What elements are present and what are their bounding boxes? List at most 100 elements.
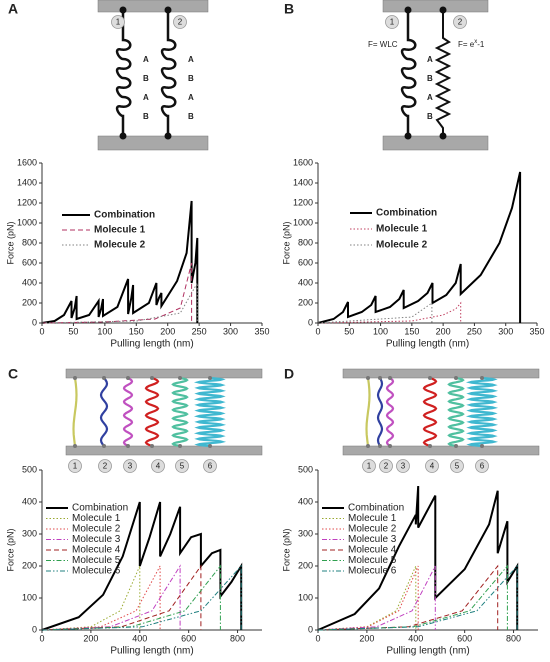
x-tick-label: 100 <box>97 326 112 336</box>
legend-label: Molecule 4 <box>72 545 121 556</box>
domain-label: B <box>427 74 433 83</box>
y-axis-title: Force (pN) <box>281 528 291 571</box>
anchor <box>404 6 412 14</box>
y-tick-label: 500 <box>22 464 37 474</box>
x-tick-label: 200 <box>83 633 98 643</box>
plate <box>97 0 209 13</box>
series-line <box>41 200 199 324</box>
marker-circle <box>379 459 393 473</box>
x-tick-label: 350 <box>254 326 269 336</box>
panel-label: B <box>284 1 294 17</box>
strand <box>193 376 227 448</box>
legend-label: Molecule 1 <box>72 513 121 524</box>
domain-label: A <box>143 93 149 102</box>
domain-label: B <box>427 112 433 121</box>
y-tick-label: 800 <box>22 237 37 247</box>
y-tick-label: 0 <box>308 624 313 634</box>
legend-label: Combination <box>376 208 437 219</box>
plate <box>342 445 540 456</box>
strand <box>447 376 465 448</box>
domain-label: A <box>188 93 194 102</box>
anchor <box>119 6 127 14</box>
x-tick-label: 150 <box>129 326 144 336</box>
legend-label: Molecule 2 <box>94 240 146 251</box>
strand <box>160 10 177 136</box>
anchor <box>378 444 382 448</box>
anchor <box>208 376 212 380</box>
y-tick-label: 600 <box>22 257 37 267</box>
y-tick-label: 0 <box>308 317 313 327</box>
legend-label: Molecule 1 <box>94 225 146 236</box>
legend-label: Combination <box>72 503 128 514</box>
marker-label: 6 <box>208 462 213 471</box>
y-tick-label: 1600 <box>17 157 37 167</box>
strand <box>99 377 109 447</box>
anchor <box>480 444 484 448</box>
y-tick-label: 400 <box>298 496 313 506</box>
series-line <box>41 564 202 631</box>
marker-label: 5 <box>455 462 460 471</box>
x-tick-label: 0 <box>315 633 320 643</box>
x-axis-title: Pulling length (nm) <box>386 339 469 350</box>
model-label-part: -1 <box>477 40 485 49</box>
series-line <box>41 564 242 631</box>
x-tick-label: 50 <box>68 326 78 336</box>
x-axis-title: Pulling length (nm) <box>386 646 469 657</box>
marker-label: 2 <box>458 18 463 27</box>
strand <box>400 10 417 136</box>
legend-label: Molecule 2 <box>348 524 397 535</box>
anchor <box>428 444 432 448</box>
x-tick-label: 200 <box>160 326 175 336</box>
domain-label: B <box>143 74 149 83</box>
x-tick-label: 200 <box>436 326 451 336</box>
legend-label: Molecule 1 <box>376 224 428 235</box>
marker-label: 1 <box>116 18 121 27</box>
anchor <box>439 132 447 140</box>
model-label-part: F= e <box>458 40 475 49</box>
marker-label: 2 <box>384 462 389 471</box>
y-tick-label: 1600 <box>293 157 313 167</box>
y-tick-label: 400 <box>22 277 37 287</box>
marker-circle <box>475 459 489 473</box>
series-line <box>317 302 433 324</box>
x-tick-label: 0 <box>39 633 44 643</box>
x-tick-label: 400 <box>408 633 423 643</box>
marker-label: 3 <box>128 462 133 471</box>
marker-circle <box>111 15 125 29</box>
anchor <box>178 444 182 448</box>
y-tick-label: 200 <box>22 297 37 307</box>
domain-label: A <box>143 55 149 64</box>
x-tick-label: 300 <box>498 326 513 336</box>
legend-label: Molecule 2 <box>376 240 428 251</box>
marker-label: 1 <box>367 462 372 471</box>
marker-label: 5 <box>180 462 185 471</box>
anchor <box>439 6 447 14</box>
marker-label: 2 <box>103 462 108 471</box>
series-line <box>317 485 519 631</box>
y-tick-label: 800 <box>298 237 313 247</box>
anchor <box>388 376 392 380</box>
domain-label: B <box>188 112 194 121</box>
plate <box>97 135 209 151</box>
series-line <box>317 301 462 324</box>
series-line <box>41 281 198 324</box>
marker-circle <box>175 459 189 473</box>
y-tick-label: 300 <box>298 528 313 538</box>
anchor <box>164 6 172 14</box>
marker-label: 3 <box>401 462 406 471</box>
marker-circle <box>450 459 464 473</box>
marker-label: 1 <box>73 462 78 471</box>
model-label-part: x <box>474 39 477 45</box>
anchor <box>126 444 130 448</box>
series-line <box>317 565 436 631</box>
anchor <box>73 444 77 448</box>
x-axis-title: Pulling length (nm) <box>110 646 193 657</box>
y-tick-label: 1200 <box>17 197 37 207</box>
y-tick-label: 600 <box>298 257 313 267</box>
series-line <box>317 564 508 631</box>
y-tick-label: 400 <box>22 496 37 506</box>
y-tick-label: 200 <box>298 297 313 307</box>
legend-label: Molecule 6 <box>72 566 121 577</box>
strand <box>465 376 499 448</box>
